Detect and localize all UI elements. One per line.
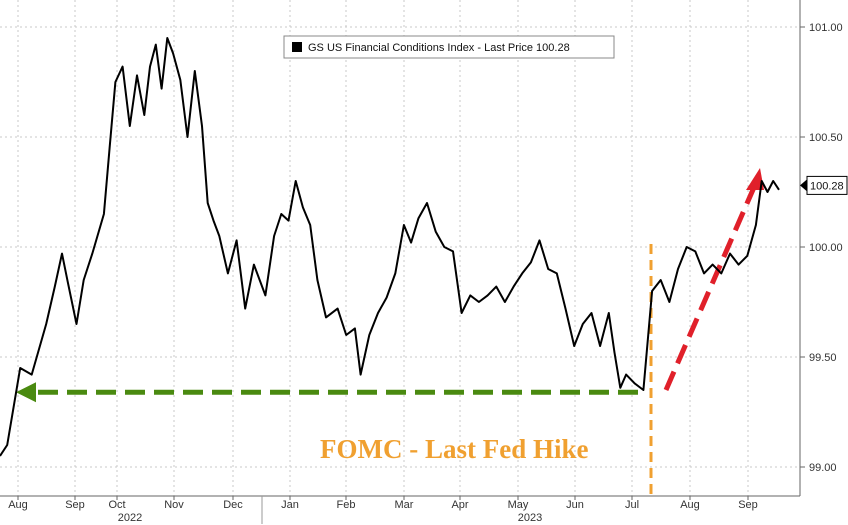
x-axis: Aug Sep Oct Nov Dec Jan Feb Mar Apr May Jun Jul Aug S… <box>0 495 800 524</box>
annotation-label: FOMC - Last Fed Hike <box>320 434 588 464</box>
legend: GS US Financial Conditions Index - Last … <box>283 35 615 59</box>
x-tick-label-2: Oct <box>108 499 125 511</box>
last-value-label: 100.28 <box>806 175 848 195</box>
x-tick-label-3: Nov <box>164 499 184 511</box>
y-axis: 99.00 99.50 100.00 100.50 101.00 <box>799 0 843 496</box>
arrows <box>16 168 764 403</box>
x-tick-label-1: Sep <box>65 499 85 511</box>
y-tick-label-4: 101.00 <box>809 22 843 34</box>
red-arrow-shaft <box>663 184 758 391</box>
x-tick-label-0: Aug <box>8 499 28 511</box>
x-tick-label-12: Aug <box>680 499 700 511</box>
x-tick-label-8: Apr <box>451 499 468 511</box>
y-tick-label-1: 99.50 <box>809 352 837 364</box>
x-tick-label-13: Sep <box>738 499 758 511</box>
x-tick-label-5: Jan <box>281 499 299 511</box>
x-tick-label-11: Jul <box>625 499 639 511</box>
y-tick-label-0: 99.00 <box>809 462 837 474</box>
year-label-2022: 2022 <box>118 512 142 524</box>
legend-box <box>283 35 615 59</box>
legend-label: GS US Financial Conditions Index - Last … <box>308 42 570 54</box>
x-tick-label-9: May <box>508 499 529 511</box>
green-arrow-head <box>16 382 36 403</box>
red-arrow-head <box>746 168 764 190</box>
x-tick-label-6: Feb <box>337 499 356 511</box>
y-tick-label-3: 100.50 <box>809 132 843 144</box>
legend-swatch <box>292 42 302 52</box>
series-line <box>0 37 780 457</box>
x-tick-label-4: Dec <box>223 499 243 511</box>
y-tick-label-2: 100.00 <box>809 242 843 254</box>
last-value-text: 100.28 <box>810 180 844 192</box>
year-label-2023: 2023 <box>518 512 542 524</box>
x-tick-label-10: Jun <box>566 499 584 511</box>
x-tick-label-7: Mar <box>395 499 414 511</box>
last-value-pointer <box>800 179 807 192</box>
